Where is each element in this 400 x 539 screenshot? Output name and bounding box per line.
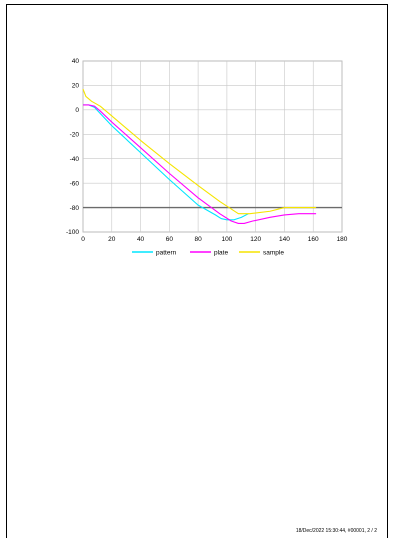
- y-tick-label: 0: [75, 107, 79, 114]
- x-tick-label: 120: [250, 236, 261, 243]
- legend-label-sample: sample: [263, 249, 284, 256]
- legend-label-pattern: pattern: [156, 249, 177, 256]
- plot-area: [82, 60, 343, 233]
- x-tick-label: 80: [194, 236, 202, 243]
- x-tick-label: 20: [108, 236, 116, 243]
- y-tick-label: 40: [72, 58, 80, 65]
- legend: pattern plate sample: [132, 249, 284, 256]
- x-tick-label: 40: [137, 236, 145, 243]
- series-line-pattern: [83, 104, 249, 221]
- y-tick-label: 20: [72, 83, 80, 90]
- x-tick-label: 60: [166, 236, 174, 243]
- y-tick-label: -100: [66, 229, 79, 236]
- series-line-plate: [83, 104, 317, 224]
- y-tick-label: -60: [70, 180, 80, 187]
- x-tick-label: 180: [337, 236, 348, 243]
- series-lines: [82, 88, 317, 224]
- print-stamp: 18/Dec/2022 15:30:44, #00001, 2 / 2: [295, 528, 377, 534]
- series-line-sample: [82, 88, 317, 215]
- x-tick-label: 100: [221, 236, 232, 243]
- y-tick-label: -40: [70, 156, 80, 163]
- page-frame: 40 20 0 -20 -40 -60 -80 -100 0 20 40 60 80 100 120 140 1…: [6, 4, 388, 538]
- grid: [82, 60, 343, 233]
- y-tick-label: -80: [70, 205, 80, 212]
- y-tick-label: -20: [70, 131, 80, 138]
- x-tick-label: 160: [308, 236, 319, 243]
- legend-label-plate: plate: [214, 249, 228, 256]
- x-tick-label: 140: [279, 236, 290, 243]
- x-tick-label: 0: [81, 236, 85, 243]
